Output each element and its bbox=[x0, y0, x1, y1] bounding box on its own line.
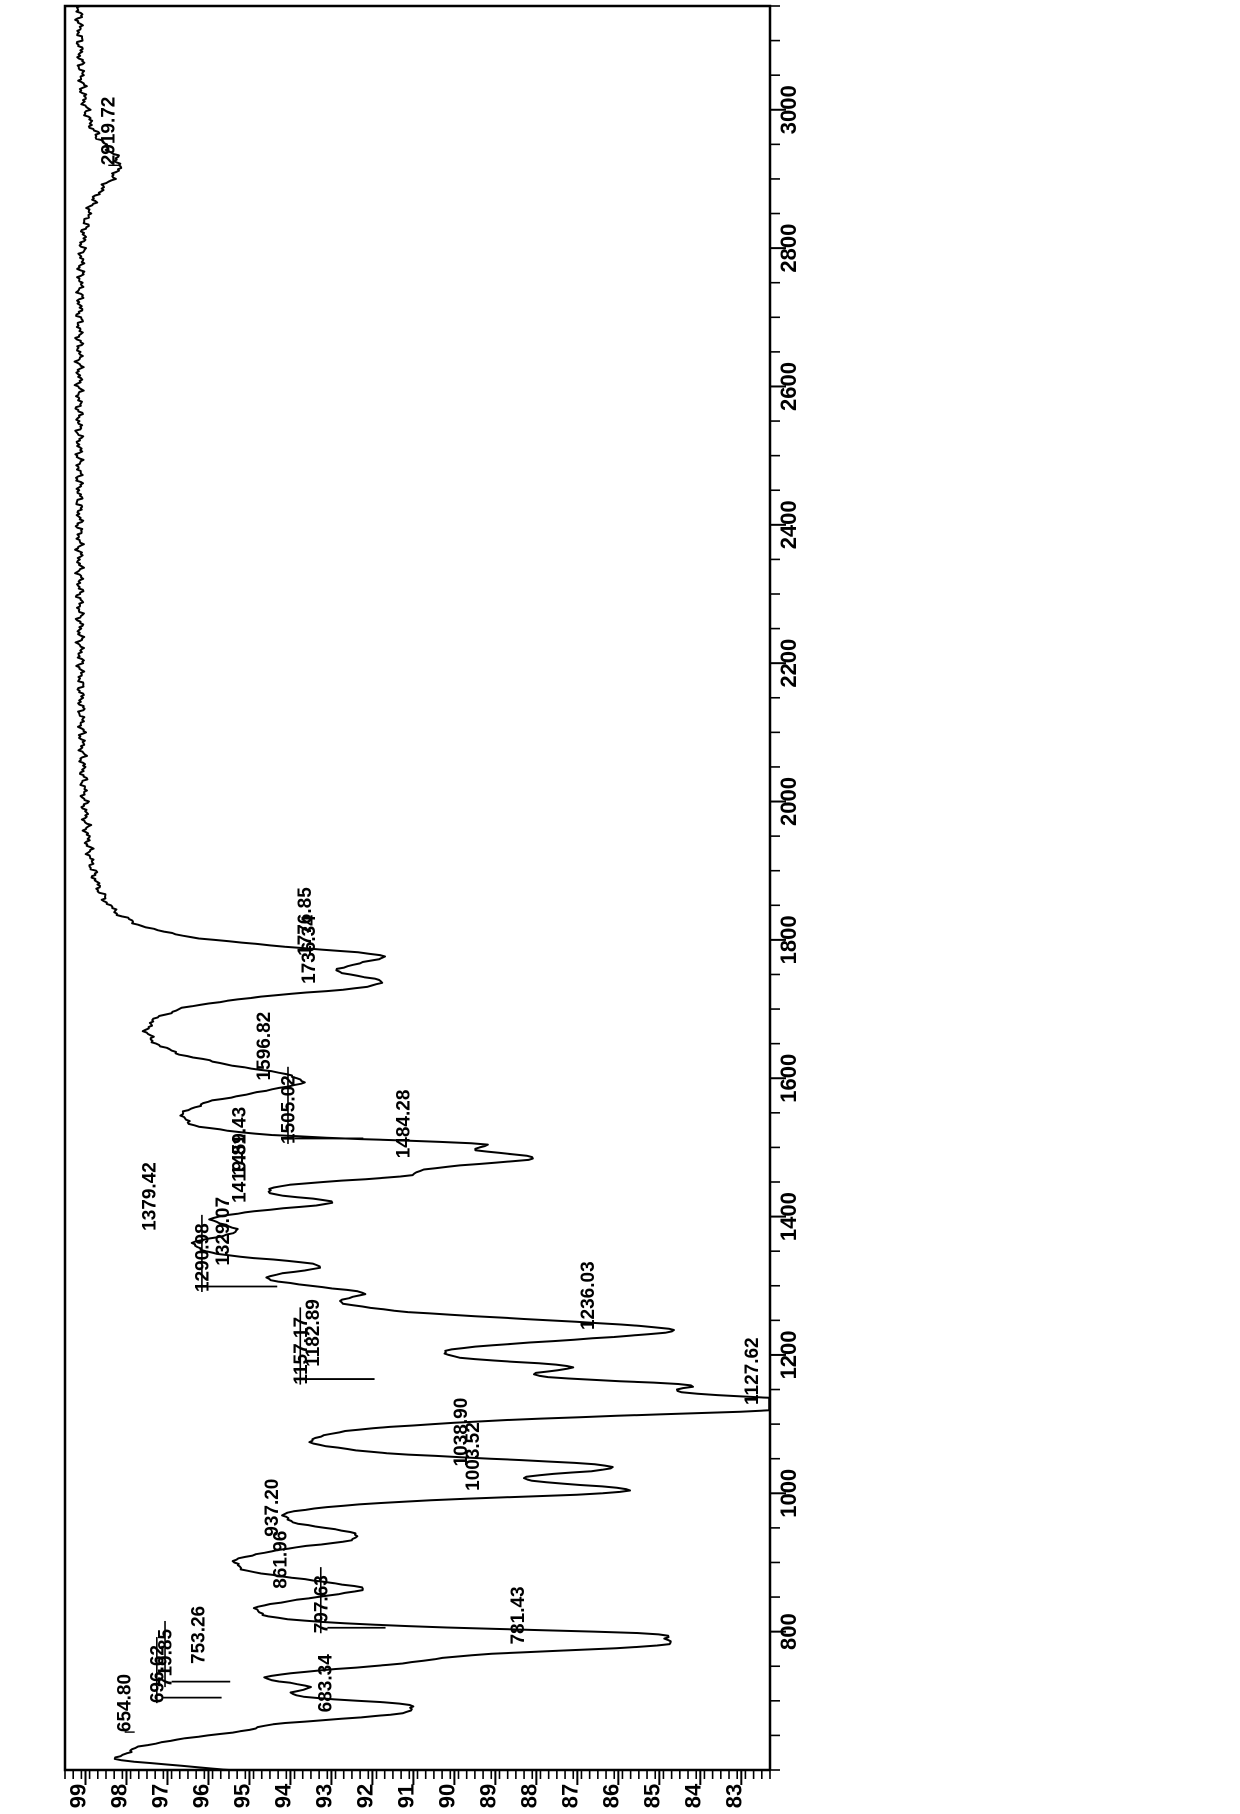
x-tick-label: 2000 bbox=[776, 777, 801, 826]
peak-label: 1290.98 bbox=[193, 1223, 214, 1292]
y-tick-label: 91 bbox=[393, 1784, 418, 1808]
y-tick-label: 84 bbox=[680, 1783, 705, 1808]
y-tick-label: 86 bbox=[598, 1784, 623, 1808]
x-tick-label: 2400 bbox=[776, 500, 801, 549]
spectrum-trace bbox=[75, 6, 770, 1770]
peak-label: 1459.43 bbox=[229, 1107, 250, 1176]
peak-label: 1182.89 bbox=[303, 1299, 324, 1367]
x-tick-label: 1800 bbox=[776, 915, 801, 964]
x-tick-label: 1600 bbox=[776, 1054, 801, 1103]
y-tick-label: 96 bbox=[188, 1784, 213, 1808]
x-tick-label: 2800 bbox=[776, 224, 801, 273]
y-tick-label: 92 bbox=[352, 1784, 377, 1808]
peak-label: 937.20 bbox=[262, 1479, 283, 1537]
peak-label: 797.63 bbox=[311, 1575, 332, 1633]
x-tick-label: 2200 bbox=[776, 639, 801, 688]
peak-label: 683.34 bbox=[316, 1654, 337, 1713]
x-tick-label: 800 bbox=[776, 1613, 801, 1650]
peak-label: 1379.42 bbox=[139, 1162, 160, 1231]
peak-label: 1505.02 bbox=[279, 1075, 300, 1144]
peak-label: 719.85 bbox=[156, 1629, 177, 1688]
peak-label: 753.26 bbox=[188, 1606, 209, 1664]
y-tick-label: 99 bbox=[65, 1784, 90, 1808]
peak-label: 654.80 bbox=[115, 1674, 136, 1732]
peak-label: 781.43 bbox=[508, 1586, 529, 1644]
peak-label: 1329.07 bbox=[213, 1197, 234, 1266]
peak-label: 1776.85 bbox=[295, 887, 316, 956]
x-axis: 800 1000 1200 1400 1600 1800 2000 2200 2400 2600 2… bbox=[770, 6, 801, 1770]
y-tick-label: 98 bbox=[106, 1784, 131, 1808]
y-tick-label: 93 bbox=[311, 1784, 336, 1808]
peak-label: 1484.28 bbox=[393, 1090, 414, 1159]
peak-label: 1127.62 bbox=[742, 1337, 763, 1405]
ir-spectrum-chart: 800 1000 1200 1400 1600 1800 2000 2200 2400 2600 2… bbox=[0, 0, 1240, 1814]
y-axis: 83 84 85 86 87 88 89 90 91 92 93 94 95 96 97 98 99 bbox=[65, 1770, 770, 1808]
x-tick-label: 2600 bbox=[776, 362, 801, 411]
peak-label: 1236.03 bbox=[578, 1261, 599, 1330]
y-tick-label: 87 bbox=[557, 1784, 582, 1808]
peak-labels: 654.80683.34696.62719.85753.26781.43797.… bbox=[98, 97, 763, 1732]
peak-label: 1038.90 bbox=[451, 1398, 472, 1467]
y-tick-label: 95 bbox=[229, 1784, 254, 1808]
x-tick-label: 1000 bbox=[776, 1469, 801, 1518]
y-tick-label: 83 bbox=[721, 1784, 746, 1808]
y-tick-label: 90 bbox=[434, 1784, 459, 1808]
peak-label: 1596.82 bbox=[254, 1012, 275, 1081]
x-tick-label: 1400 bbox=[776, 1192, 801, 1241]
y-tick-label: 94 bbox=[270, 1783, 295, 1808]
y-tick-label: 89 bbox=[475, 1784, 500, 1808]
x-tick-label: 3000 bbox=[776, 85, 801, 134]
peak-label: 2919.72 bbox=[98, 97, 119, 166]
x-tick-label: 1200 bbox=[776, 1330, 801, 1379]
y-tick-label: 88 bbox=[516, 1784, 541, 1808]
plot-frame bbox=[65, 6, 770, 1770]
y-tick-label: 85 bbox=[639, 1784, 664, 1808]
peak-label: 861.96 bbox=[270, 1531, 291, 1589]
y-tick-label: 97 bbox=[147, 1784, 172, 1808]
